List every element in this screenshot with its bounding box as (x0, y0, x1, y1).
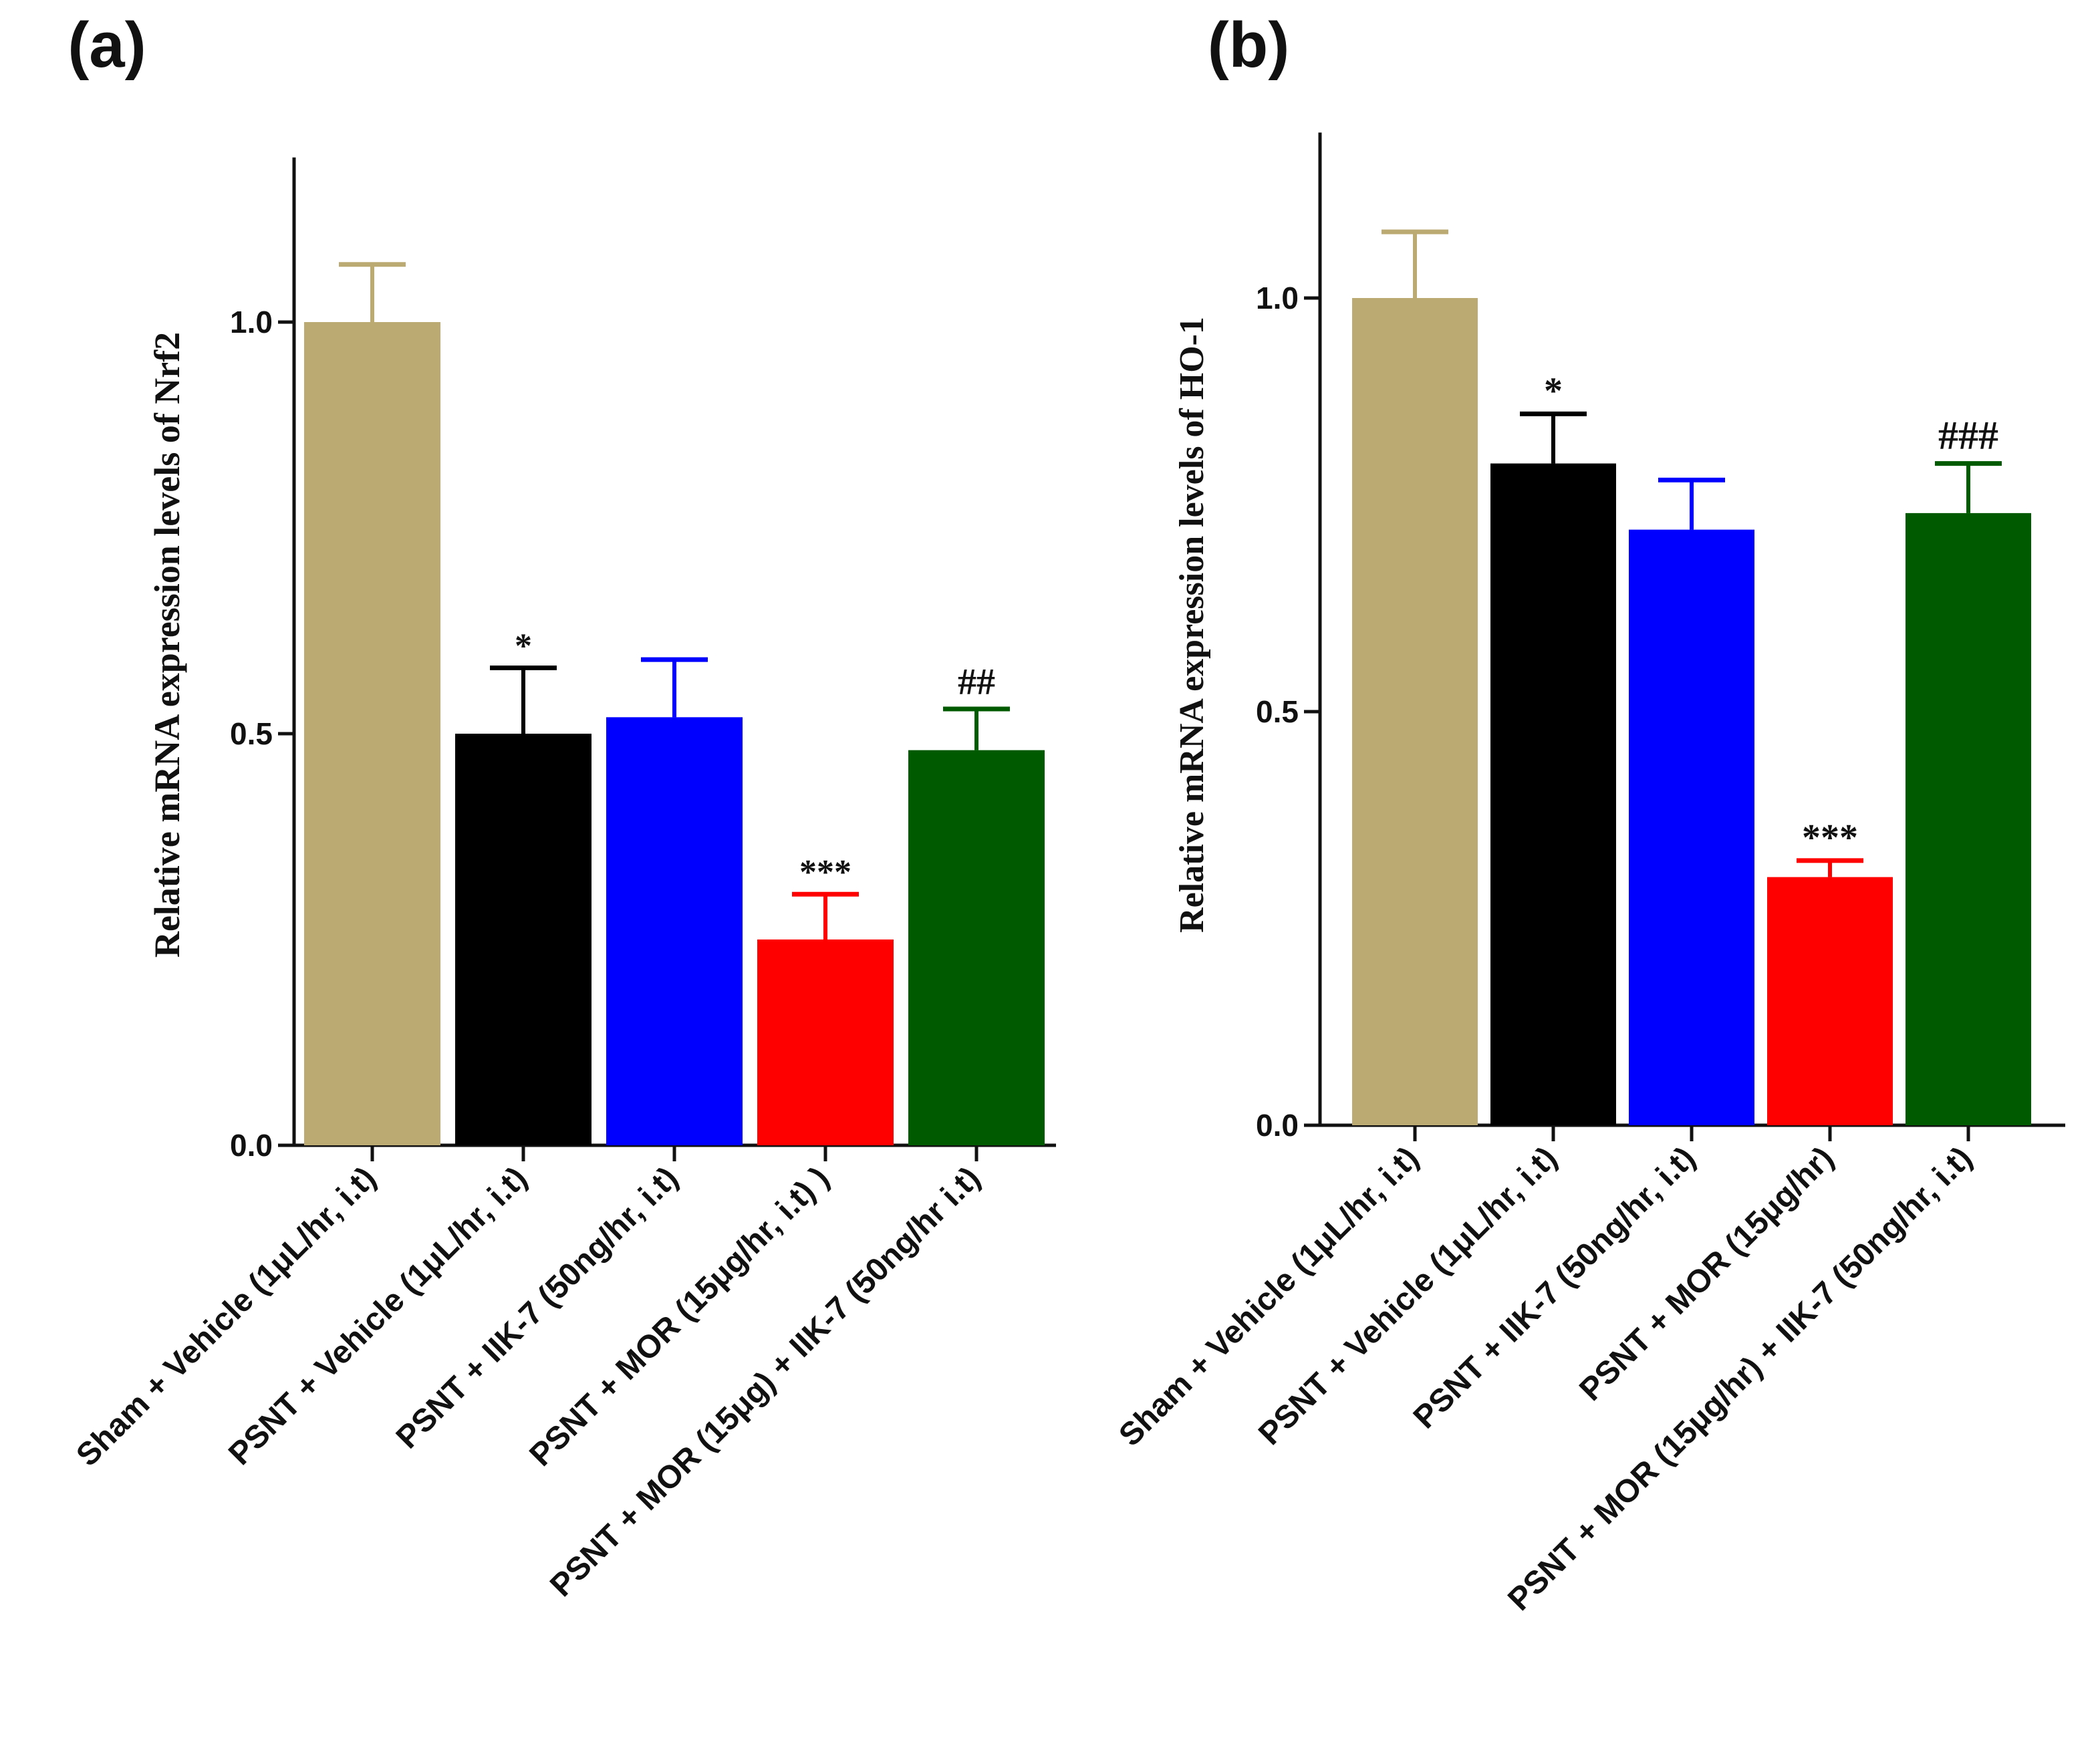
bar (606, 717, 743, 1145)
x-category-label: PSNT + Vehicle (1μL/hr, i.t) (1252, 1140, 1564, 1452)
y-tick-label: 0.5 (230, 716, 273, 751)
bar (1906, 513, 2031, 1125)
significance-annotation: * (515, 627, 532, 665)
significance-annotation: *** (799, 853, 851, 891)
significance-annotation: ### (1938, 414, 1998, 458)
x-category-label: PSNT + IIK-7 (50ng/hr, i.t) (1407, 1140, 1702, 1435)
x-category-label: Sham + Vehicle (1μL/hr, i.t) (1112, 1140, 1426, 1453)
bar (1490, 463, 1616, 1125)
x-category-label: PSNT + IIK-7 (50ng/hr, i.t) (390, 1160, 685, 1455)
y-tick-label: 0.5 (1256, 694, 1299, 729)
panel-b-ho1: (b) Relative mRNA expression levels of HO… (1112, 9, 2065, 1618)
y-tick-label: 0.0 (1256, 1108, 1299, 1143)
y-axis-label: Relative mRNA expression levels of HO-1 (1173, 317, 1211, 933)
panel-a-nrf2: (a) Relative mRNA expression levels of Nr… (68, 9, 1056, 1604)
panel-label: (b) (1208, 9, 1290, 81)
x-category-label: PSNT + MOR (15μg/hr) (1573, 1140, 1841, 1408)
y-axis-label: Relative mRNA expression levels of Nrf2 (147, 332, 187, 958)
bar (908, 750, 1045, 1145)
significance-annotation: ## (958, 662, 995, 703)
x-category-label: Sham + Vehicle (1μL/hr, i.t) (70, 1160, 383, 1473)
bar (1629, 529, 1754, 1125)
bar (757, 939, 894, 1145)
significance-annotation: * (1544, 370, 1563, 412)
bar (1767, 877, 1893, 1125)
significance-annotation: *** (1802, 817, 1858, 859)
y-tick-label: 0.0 (230, 1128, 273, 1163)
bar (304, 322, 440, 1145)
bar (455, 734, 592, 1145)
y-tick-label: 1.0 (1256, 281, 1299, 315)
panel-label: (a) (68, 9, 146, 81)
x-category-label: PSNT + MOR (15μg/hr) + IIK-7 (50ng/hr, i… (1501, 1140, 1979, 1618)
x-category-label: PSNT + MOR (15μg/hr, i.t) ) (523, 1160, 835, 1473)
y-tick-label: 1.0 (230, 305, 273, 339)
bar (1352, 298, 1478, 1125)
x-category-label: PSNT + Vehicle (1μL/hr, i.t) (222, 1160, 534, 1472)
